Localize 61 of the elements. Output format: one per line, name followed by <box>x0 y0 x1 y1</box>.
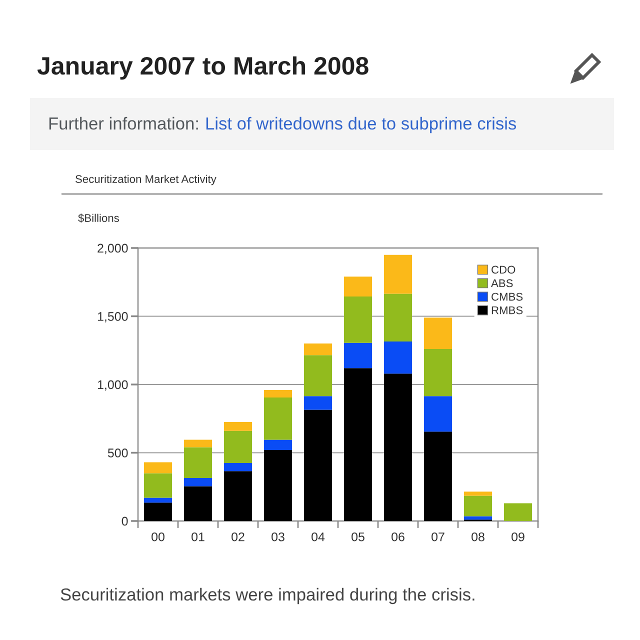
bar <box>504 503 532 521</box>
bar <box>264 397 292 440</box>
x-tick-label: 02 <box>232 532 244 542</box>
bar <box>184 486 212 521</box>
chart-title: January 2007 to March 2008 <box>37 56 368 80</box>
legend-label: CDO <box>492 266 516 274</box>
bar <box>224 462 252 472</box>
bar <box>304 410 332 521</box>
bar <box>384 294 412 342</box>
chart-subtitle: Securitization Market Activity <box>76 174 216 186</box>
bar <box>424 432 452 521</box>
x-tick-label: 01 <box>192 532 204 542</box>
bar <box>184 478 212 486</box>
bar <box>304 355 332 396</box>
bar <box>304 344 332 356</box>
bar <box>304 396 332 410</box>
bar <box>184 440 212 448</box>
legend-label: CMBS <box>492 292 523 301</box>
y-tick-label: 0 <box>122 516 128 526</box>
bar <box>224 471 252 521</box>
bar <box>424 318 452 350</box>
bar <box>184 447 212 478</box>
bar <box>144 498 172 503</box>
bar <box>224 430 252 463</box>
bar <box>384 254 412 294</box>
x-tick-label: 03 <box>272 532 284 542</box>
x-tick-label: 08 <box>472 532 484 542</box>
bar <box>344 276 372 296</box>
text: Securitization markets were impaired during the crisis. <box>60 588 474 604</box>
bar <box>264 450 292 521</box>
bar <box>224 422 252 431</box>
bar <box>384 374 412 521</box>
bar <box>424 349 452 396</box>
text: Further information: <box>49 116 198 130</box>
x-tick-label: 05 <box>352 532 364 542</box>
legend-label: ABS <box>491 279 513 288</box>
bar <box>344 342 372 368</box>
bar <box>144 502 172 521</box>
x-tick-label: 06 <box>392 532 404 542</box>
bar <box>424 396 452 432</box>
y-tick-label: 500 <box>108 448 128 458</box>
bar <box>144 473 172 498</box>
x-tick-label: 09 <box>512 532 524 542</box>
bar <box>464 496 492 516</box>
text: List of writedowns due to subprime crisis <box>206 116 516 134</box>
y-tick-label: 2,000 <box>98 244 128 254</box>
bar <box>264 390 292 398</box>
x-tick-label: 07 <box>432 532 444 542</box>
bar <box>144 462 172 474</box>
x-tick-label: 00 <box>152 532 164 542</box>
bar <box>464 516 492 520</box>
y-axis-title: $Billions <box>78 214 119 223</box>
legend-label: RMBS <box>492 306 523 314</box>
bar <box>464 492 492 496</box>
y-tick-label: 1,500 <box>98 312 128 322</box>
bar <box>264 440 292 450</box>
bar <box>384 342 412 374</box>
x-tick-label: 04 <box>312 532 325 542</box>
y-tick-label: 1,000 <box>98 380 128 391</box>
bar <box>344 296 372 343</box>
bar <box>344 368 372 521</box>
